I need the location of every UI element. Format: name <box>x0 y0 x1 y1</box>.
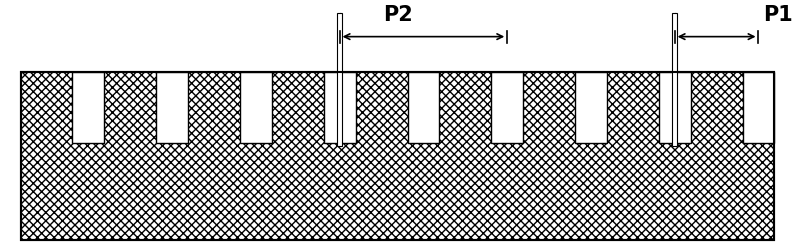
Bar <box>21 73 774 240</box>
Bar <box>407 73 439 143</box>
Bar <box>491 73 523 143</box>
Bar <box>575 73 607 143</box>
Bar <box>742 73 774 143</box>
Bar <box>73 73 104 143</box>
Bar <box>324 73 355 143</box>
Bar <box>156 73 188 143</box>
Bar <box>672 13 677 146</box>
Bar <box>240 73 272 143</box>
Text: P1: P1 <box>762 5 793 25</box>
Bar <box>21 73 774 240</box>
Bar <box>338 13 342 146</box>
Text: P2: P2 <box>383 5 413 25</box>
Bar <box>658 73 690 143</box>
